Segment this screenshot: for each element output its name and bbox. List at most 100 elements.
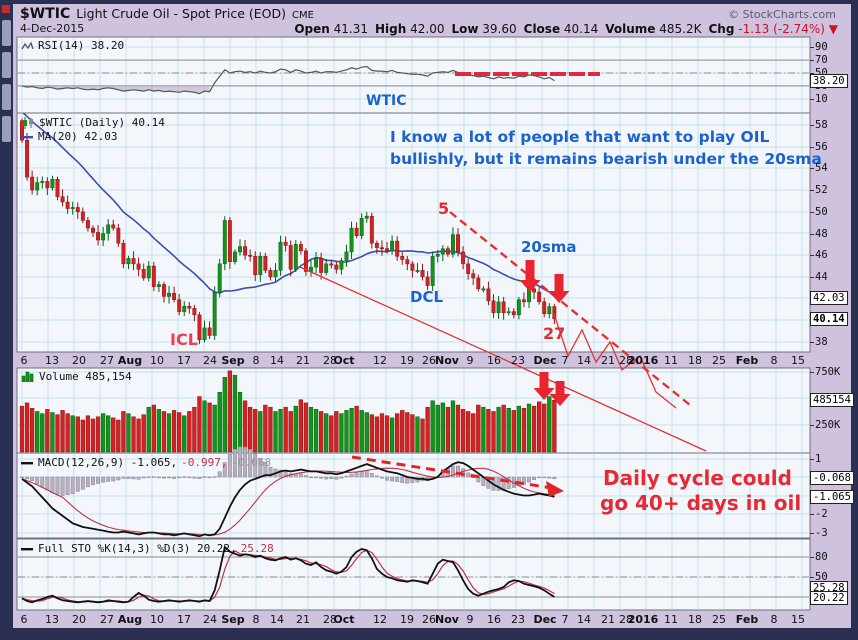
window-edge-red-square bbox=[2, 5, 10, 13]
date-label: Oct bbox=[333, 354, 355, 367]
quote-field-value: 41.31 bbox=[329, 22, 369, 36]
sto-legend: Full STO %K(14,3) %D(3) 20.22, 25.28 bbox=[21, 542, 274, 555]
y-value-box: 42.03 bbox=[810, 291, 848, 306]
y-value-box: -1.065 bbox=[810, 489, 854, 504]
date-label: 10 bbox=[150, 613, 164, 626]
date-label: Sep bbox=[221, 613, 245, 626]
date-label: 25 bbox=[712, 354, 726, 367]
volume-bars bbox=[19, 370, 557, 453]
window-edge-block bbox=[2, 20, 11, 46]
y-tick-label: 250K bbox=[809, 419, 841, 432]
y-tick-label: 10 bbox=[810, 92, 828, 105]
price-legend-symbol: $WTIC (Daily) 40.14 bbox=[21, 116, 165, 129]
y-tick-label: 70 bbox=[810, 54, 828, 67]
date-label: 17 bbox=[177, 613, 191, 626]
y-tick-label: 52 bbox=[810, 184, 828, 197]
date-label: 14 bbox=[577, 354, 591, 367]
annotation-cycle-line2: go 40+ days in oil bbox=[600, 491, 802, 515]
annotation-note-line1: I know a lot of people that want to play… bbox=[390, 128, 770, 146]
date-label: 21 bbox=[296, 613, 310, 626]
date-label: 6 bbox=[20, 354, 28, 367]
date-label: 8 bbox=[770, 354, 778, 367]
y-tick-label: 50 bbox=[810, 205, 828, 218]
y-tick-label: 80 bbox=[810, 550, 828, 563]
window-edge-block bbox=[2, 52, 11, 78]
date-label: 20 bbox=[72, 613, 86, 626]
chart-header: $WTIC Light Crude Oil - Spot Price (EOD)… bbox=[20, 6, 848, 22]
date-label: 27 bbox=[100, 613, 114, 626]
volume-legend: Volume 485,154 bbox=[21, 370, 132, 383]
date-label: 13 bbox=[45, 613, 59, 626]
date-label: 16 bbox=[487, 613, 501, 626]
quote-field-value: 40.14 bbox=[560, 22, 599, 36]
date-label: 12 bbox=[373, 613, 387, 626]
down-arrow bbox=[533, 372, 555, 400]
y-tick-label: 46 bbox=[810, 249, 828, 262]
date-label: 14 bbox=[270, 354, 284, 367]
macd-line bbox=[21, 461, 555, 538]
date-label: 2016 bbox=[627, 613, 659, 626]
quote-field-label: Volume bbox=[605, 22, 656, 36]
date-label: Nov bbox=[435, 613, 459, 626]
sto-k-line bbox=[21, 545, 555, 604]
date-label: 9 bbox=[466, 354, 474, 367]
window-edge-right bbox=[851, 0, 858, 640]
price-series bbox=[20, 113, 557, 345]
date-label: Aug bbox=[117, 613, 143, 626]
exchange-label: CME bbox=[292, 10, 314, 21]
date-label: 27 bbox=[100, 354, 114, 367]
date-label: 8 bbox=[252, 354, 260, 367]
macd-trend-dashed-arrow bbox=[351, 455, 553, 490]
macd-signal-line bbox=[21, 467, 555, 536]
date-label: 11 bbox=[664, 354, 678, 367]
window-edge-top bbox=[0, 0, 858, 4]
date-label: 16 bbox=[487, 354, 501, 367]
quote-field-label: Low bbox=[451, 22, 479, 36]
window-edge-block bbox=[2, 84, 11, 110]
date-label: 21 bbox=[296, 354, 310, 367]
date-label: 10 bbox=[150, 354, 164, 367]
chg-dropdown-icon[interactable]: ▼ bbox=[828, 22, 838, 36]
panel-frame bbox=[16, 36, 811, 114]
y-tick-label: -3 bbox=[810, 526, 828, 539]
quote-field-label: Close bbox=[523, 22, 561, 36]
date-label: 26 bbox=[422, 354, 436, 367]
macd-trend-arrowhead bbox=[546, 481, 564, 497]
annotation-note-line2: bullishly, but it remains bearish under … bbox=[390, 150, 822, 168]
annotation-shapes bbox=[299, 72, 707, 497]
y-value-box: 20.22 bbox=[810, 590, 848, 605]
copyright-link[interactable]: © StockCharts.com bbox=[728, 8, 836, 21]
quote-field-label: High bbox=[375, 22, 407, 36]
date-label: Sep bbox=[221, 354, 245, 367]
date-label: 12 bbox=[373, 354, 387, 367]
y-tick-label: 44 bbox=[810, 270, 828, 283]
date-label: 26 bbox=[422, 613, 436, 626]
annotation-dcl-label: DCL bbox=[410, 288, 444, 306]
date-label: 18 bbox=[688, 613, 702, 626]
gridlines bbox=[18, 38, 809, 609]
date-label: 14 bbox=[270, 613, 284, 626]
down-arrow bbox=[519, 260, 541, 292]
quote-field-value: 39.60 bbox=[478, 22, 517, 36]
annotation-wtic-label: WTIC bbox=[366, 93, 407, 109]
projected-zigzag bbox=[553, 313, 677, 409]
date-label: 8 bbox=[770, 613, 778, 626]
date-label: Oct bbox=[333, 613, 355, 626]
date-label: 21 bbox=[601, 354, 615, 367]
quote-field-value: 485.2K bbox=[655, 22, 702, 36]
window-edge-left bbox=[0, 0, 13, 640]
date-label: 13 bbox=[45, 354, 59, 367]
date-label: 18 bbox=[688, 354, 702, 367]
y-tick-label: 48 bbox=[810, 227, 828, 240]
window-edge-block bbox=[2, 116, 11, 142]
ma-dash-icon bbox=[21, 135, 33, 138]
date-label: Dec bbox=[533, 354, 557, 367]
quote-field-label: Open bbox=[294, 22, 330, 36]
sto-dash-icon bbox=[21, 547, 33, 550]
annotation-icl-label: ICL bbox=[170, 330, 198, 349]
date-label: 25 bbox=[712, 613, 726, 626]
date-label: Nov bbox=[435, 354, 459, 367]
quote-field-value: 42.00 bbox=[406, 22, 445, 36]
date-label: 24 bbox=[203, 613, 217, 626]
